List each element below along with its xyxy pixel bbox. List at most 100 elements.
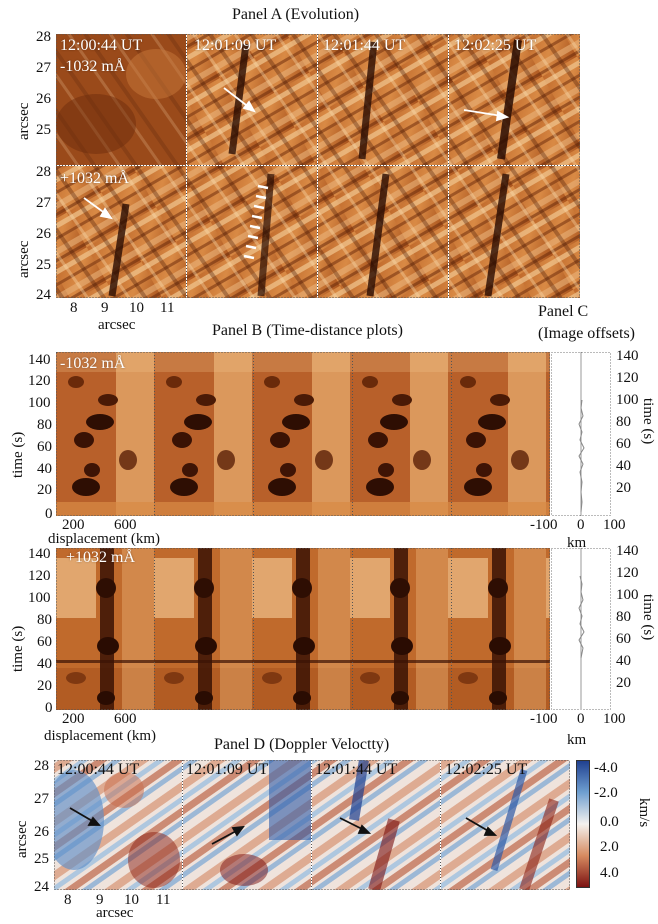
panel-b-xtick: 600: [114, 517, 137, 533]
panel-c-ylabel-bottom: time (s): [640, 594, 656, 641]
panel-d-ytick: 26: [34, 824, 49, 840]
panel-a-ytick: 25: [36, 257, 51, 273]
panel-b-ytick: 40: [37, 656, 52, 672]
panel-c-xtick: -100: [530, 711, 558, 727]
panel-d-timestamp: 12:01:44 UT: [315, 761, 398, 778]
panel-b-ytick: 120: [28, 373, 51, 389]
panel-c-bottom-plot: [551, 548, 611, 710]
panel-b-ytick: 40: [37, 461, 52, 477]
panel-b-ytick: 80: [37, 612, 52, 628]
panel-a-xlabel: arcsec: [98, 317, 136, 333]
panel-c-ytick: 80: [616, 609, 631, 625]
panel-a-ytick: 27: [36, 60, 51, 76]
panel-a-row-label: +1032 mÅ: [60, 170, 130, 187]
panel-a-ytick: 26: [36, 226, 51, 242]
panel-c-xtick: 100: [603, 711, 626, 727]
panel-a-title: Panel A (Evolution): [232, 6, 360, 23]
panel-a-row-label: -1032 mÅ: [60, 58, 126, 75]
panel-a-ytick: 27: [36, 195, 51, 211]
colorbar-tick: 0.0: [600, 814, 619, 830]
panel-b-ytick: 0: [45, 506, 53, 522]
panel-c-ytick: 100: [616, 392, 639, 408]
panel-a-xtick: 10: [129, 300, 144, 316]
panel-a-xtick: 8: [70, 300, 78, 316]
panel-c-ytick: 140: [616, 348, 639, 364]
panel-c-top-plot: [551, 352, 611, 516]
panel-b-ylabel-bottom: time (s): [10, 625, 26, 672]
panel-b-row-label: -1032 mÅ: [60, 355, 126, 372]
panel-a-ytick: 26: [36, 91, 51, 107]
colorbar-tick: 4.0: [600, 865, 619, 881]
panel-a-ytick: 28: [36, 164, 51, 180]
panel-b-xtick: 600: [114, 711, 137, 727]
panel-a-ytick: 24: [36, 287, 51, 303]
colorbar-tick: 2.0: [600, 839, 619, 855]
panel-b-top-plots: [56, 352, 550, 516]
panel-a-xtick: 11: [160, 300, 175, 316]
panel-b-ytick: 80: [37, 417, 52, 433]
panel-b-ytick: 20: [37, 678, 52, 694]
panel-c-subtitle: (Image offsets): [538, 325, 635, 342]
panel-b-ytick: 100: [28, 590, 51, 606]
panel-d-xtick: 9: [96, 892, 104, 908]
panel-d-ytick: 28: [34, 758, 49, 774]
panel-b-ytick: 140: [28, 546, 51, 562]
panel-c-ytick: 80: [616, 414, 631, 430]
panel-a-grid: [56, 34, 580, 298]
panel-c-xtick: 0: [577, 517, 585, 533]
panel-c-ytick: 40: [616, 653, 631, 669]
panel-c-ytick: 40: [616, 458, 631, 474]
panel-d-xtick: 8: [64, 892, 72, 908]
panel-c-ytick: 60: [616, 436, 631, 452]
panel-d-ytick: 27: [34, 791, 49, 807]
panel-b-xlabel: displacement (km): [48, 531, 161, 547]
panel-c-ytick: 120: [616, 370, 639, 386]
panel-d-grid: [54, 760, 570, 890]
panel-d-xtick: 11: [156, 892, 171, 908]
panel-d-xtick: 10: [124, 892, 139, 908]
panel-a-timestamp: 12:01:09 UT: [194, 37, 277, 54]
panel-b-ytick: 0: [45, 700, 53, 716]
panel-d-timestamp: 12:01:09 UT: [186, 761, 269, 778]
panel-b-ytick: 120: [28, 568, 51, 584]
panel-b-row-label: +1032 mÅ: [66, 549, 136, 566]
colorbar: [576, 760, 590, 888]
panel-b-ytick: 100: [28, 395, 51, 411]
panel-c-ytick: 20: [616, 480, 631, 496]
panel-d-ylabel: arcsec: [14, 820, 30, 858]
panel-d-timestamp: 12:02:25 UT: [445, 761, 528, 778]
panel-c-title: Panel C: [538, 303, 589, 320]
panel-c-xtick: -100: [530, 517, 558, 533]
panel-a-ytick: 25: [36, 122, 51, 138]
panel-b-xtick: 200: [62, 517, 85, 533]
panel-b-ytick: 60: [37, 439, 52, 455]
panel-b-bottom-plots: [56, 548, 550, 710]
colorbar-tick: -4.0: [594, 760, 618, 776]
panel-d-timestamp: 12:00:44 UT: [57, 761, 140, 778]
panel-c-ytick: 20: [616, 675, 631, 691]
panel-c-ylabel-top: time (s): [640, 398, 656, 445]
panel-b-ylabel-top: time (s): [10, 431, 26, 478]
panel-c-ytick: 140: [616, 543, 639, 559]
panel-c-ytick: 120: [616, 565, 639, 581]
panel-c-ytick: 60: [616, 631, 631, 647]
panel-b-xlabel: displacement (km): [44, 728, 157, 744]
panel-a-timestamp: 12:02:25 UT: [454, 37, 537, 54]
colorbar-label: km/s: [636, 798, 652, 828]
panel-b-ytick: 20: [37, 482, 52, 498]
panel-c-xlabel: km: [567, 535, 587, 551]
panel-d-xlabel: arcsec: [96, 905, 134, 921]
panel-d-ytick: 25: [34, 851, 49, 867]
panel-b-xtick: 200: [62, 711, 85, 727]
panel-a-ylabel-top: arcsec: [16, 102, 32, 140]
panel-c-xtick: 100: [603, 517, 626, 533]
panel-d-title: Panel D (Doppler Veloctty): [214, 736, 390, 753]
panel-c-xlabel: km: [567, 732, 587, 748]
panel-a-ytick: 28: [36, 29, 51, 45]
panel-c-xtick: 0: [577, 711, 585, 727]
panel-b-ytick: 140: [28, 352, 51, 368]
panel-a-timestamp: 12:01:44 UT: [323, 37, 406, 54]
panel-a-xtick: 9: [101, 300, 109, 316]
colorbar-tick: -2.0: [594, 785, 618, 801]
panel-a-ylabel-bottom: arcsec: [16, 240, 32, 278]
